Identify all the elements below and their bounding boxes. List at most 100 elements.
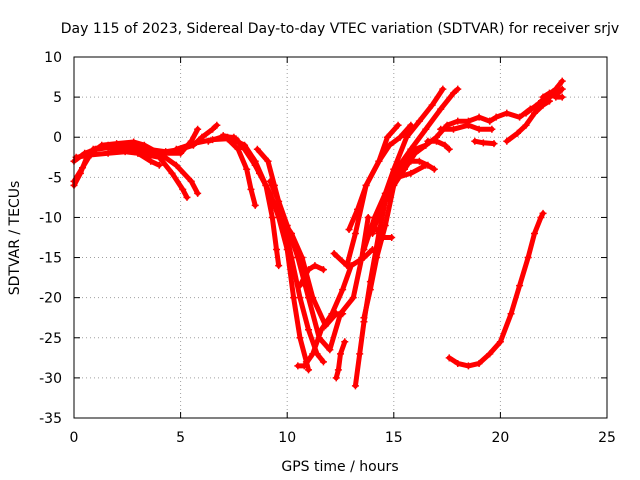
series-26 bbox=[471, 137, 498, 148]
data-point bbox=[194, 189, 202, 197]
data-point bbox=[360, 314, 368, 322]
data-point bbox=[445, 145, 453, 153]
data-point bbox=[445, 354, 453, 362]
data-point bbox=[204, 137, 212, 145]
data-point bbox=[296, 282, 304, 290]
series-trace bbox=[361, 142, 429, 321]
y-tick-label: -20 bbox=[39, 291, 62, 307]
data-point bbox=[366, 286, 374, 294]
data-point bbox=[168, 169, 176, 177]
data-point bbox=[354, 205, 362, 213]
data-point bbox=[362, 181, 370, 189]
data-point bbox=[422, 125, 430, 133]
data-point bbox=[454, 117, 462, 125]
data-point bbox=[311, 262, 319, 270]
data-point bbox=[337, 310, 344, 318]
series-24 bbox=[424, 137, 453, 153]
data-point bbox=[91, 145, 99, 153]
data-point bbox=[253, 145, 261, 153]
data-point bbox=[390, 173, 398, 181]
data-point bbox=[432, 137, 440, 145]
x-tick-label: 5 bbox=[176, 430, 185, 446]
y-tick-label: 5 bbox=[53, 90, 62, 106]
data-point bbox=[187, 177, 195, 185]
data-point bbox=[134, 149, 142, 157]
data-point bbox=[379, 234, 387, 241]
data-point bbox=[437, 105, 445, 113]
series-20 bbox=[368, 85, 462, 237]
data-point bbox=[379, 197, 387, 205]
data-point bbox=[475, 359, 483, 367]
data-point bbox=[328, 310, 336, 318]
data-point bbox=[296, 334, 304, 342]
data-point bbox=[351, 229, 359, 237]
data-point bbox=[104, 141, 112, 149]
data-point bbox=[388, 234, 396, 241]
data-point bbox=[326, 346, 334, 354]
data-point bbox=[104, 149, 112, 157]
series-23 bbox=[407, 157, 438, 173]
data-point bbox=[415, 157, 423, 165]
data-point bbox=[464, 121, 472, 129]
data-series bbox=[70, 77, 566, 390]
data-point bbox=[522, 121, 530, 129]
data-point bbox=[537, 213, 545, 221]
x-tick-label: 25 bbox=[598, 430, 616, 446]
data-point bbox=[183, 193, 191, 201]
series-trace bbox=[370, 86, 461, 236]
data-point bbox=[266, 177, 274, 185]
data-point bbox=[155, 161, 163, 169]
data-point bbox=[194, 125, 202, 133]
data-point bbox=[507, 310, 515, 318]
data-point bbox=[268, 213, 276, 221]
data-point bbox=[381, 221, 389, 229]
data-point bbox=[294, 254, 302, 262]
data-point bbox=[492, 113, 500, 121]
data-point bbox=[396, 133, 404, 141]
data-point bbox=[503, 137, 511, 145]
data-point bbox=[439, 85, 447, 93]
data-point bbox=[309, 350, 317, 358]
data-point bbox=[123, 141, 131, 149]
data-point bbox=[531, 229, 539, 237]
data-point bbox=[339, 286, 347, 294]
data-point bbox=[545, 89, 553, 97]
data-point bbox=[305, 326, 313, 334]
data-point bbox=[503, 109, 511, 117]
data-point bbox=[454, 359, 462, 367]
data-point bbox=[209, 125, 217, 133]
data-point bbox=[360, 246, 368, 254]
series-trace bbox=[446, 210, 546, 369]
data-point bbox=[441, 141, 449, 149]
data-point bbox=[224, 133, 232, 141]
data-point bbox=[486, 117, 494, 125]
data-point bbox=[513, 129, 521, 137]
data-point bbox=[145, 145, 153, 153]
data-point bbox=[337, 350, 344, 358]
data-point bbox=[351, 382, 359, 390]
data-point bbox=[319, 358, 327, 366]
data-point bbox=[488, 125, 496, 133]
data-point bbox=[475, 125, 483, 133]
plot-frame bbox=[73, 56, 608, 419]
data-point bbox=[490, 140, 498, 148]
data-point bbox=[558, 85, 566, 93]
data-point bbox=[305, 266, 313, 274]
data-point bbox=[454, 85, 462, 93]
data-point bbox=[437, 125, 445, 133]
x-tick-label: 20 bbox=[491, 430, 509, 446]
x-tick-label: 15 bbox=[385, 430, 403, 446]
data-point bbox=[424, 161, 432, 169]
series-trace bbox=[361, 86, 446, 252]
series-18 bbox=[345, 121, 415, 233]
grid-lines bbox=[74, 57, 607, 418]
data-point bbox=[247, 185, 255, 193]
x-tick-label: 10 bbox=[278, 430, 296, 446]
x-axis-label: GPS time / hours bbox=[281, 459, 398, 475]
data-point bbox=[262, 181, 270, 189]
data-point bbox=[283, 221, 291, 229]
series-trace bbox=[297, 263, 326, 289]
chart-title: Day 115 of 2023, Sidereal Day-to-day VTE… bbox=[61, 21, 619, 37]
data-point bbox=[475, 113, 483, 121]
data-point bbox=[79, 164, 87, 172]
